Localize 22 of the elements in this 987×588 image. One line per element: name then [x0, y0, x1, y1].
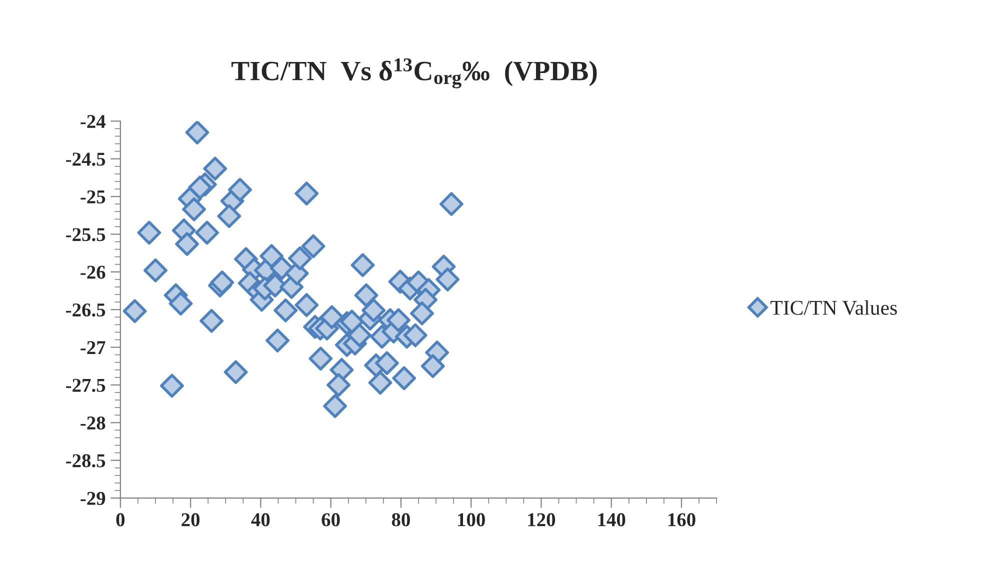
y-tick-label: -28: [80, 416, 106, 430]
y-tick-label: -26.5: [66, 303, 106, 317]
y-tick-label: -28.5: [66, 454, 106, 468]
x-tick-label: 20: [182, 513, 200, 526]
x-tick-label: 60: [322, 513, 340, 526]
y-tick-label: -27.5: [66, 378, 106, 392]
y-tick-label: -29: [80, 492, 106, 505]
y-tick-label: -24: [80, 115, 106, 128]
x-tick-label: 160: [668, 513, 696, 526]
x-tick-label: 40: [251, 513, 270, 526]
x-tick-label: 120: [528, 513, 556, 526]
y-tick-label: -27: [80, 341, 106, 354]
y-tick-label: -25: [80, 190, 106, 204]
x-tick-label: 0: [116, 513, 125, 526]
y-tick-label: -26: [80, 266, 106, 279]
x-tick-label: 80: [392, 513, 410, 526]
chart-title: TIC/TN Vs δ$^{13}$C$_{org}$‰ (VPDB): [232, 58, 597, 88]
x-tick-label: 100: [458, 513, 485, 526]
legend-label: TIC/TN Values: [770, 300, 897, 315]
x-tick-label: 140: [598, 513, 626, 526]
y-tick-label: -25.5: [66, 228, 106, 242]
y-tick-label: -24.5: [66, 152, 106, 166]
